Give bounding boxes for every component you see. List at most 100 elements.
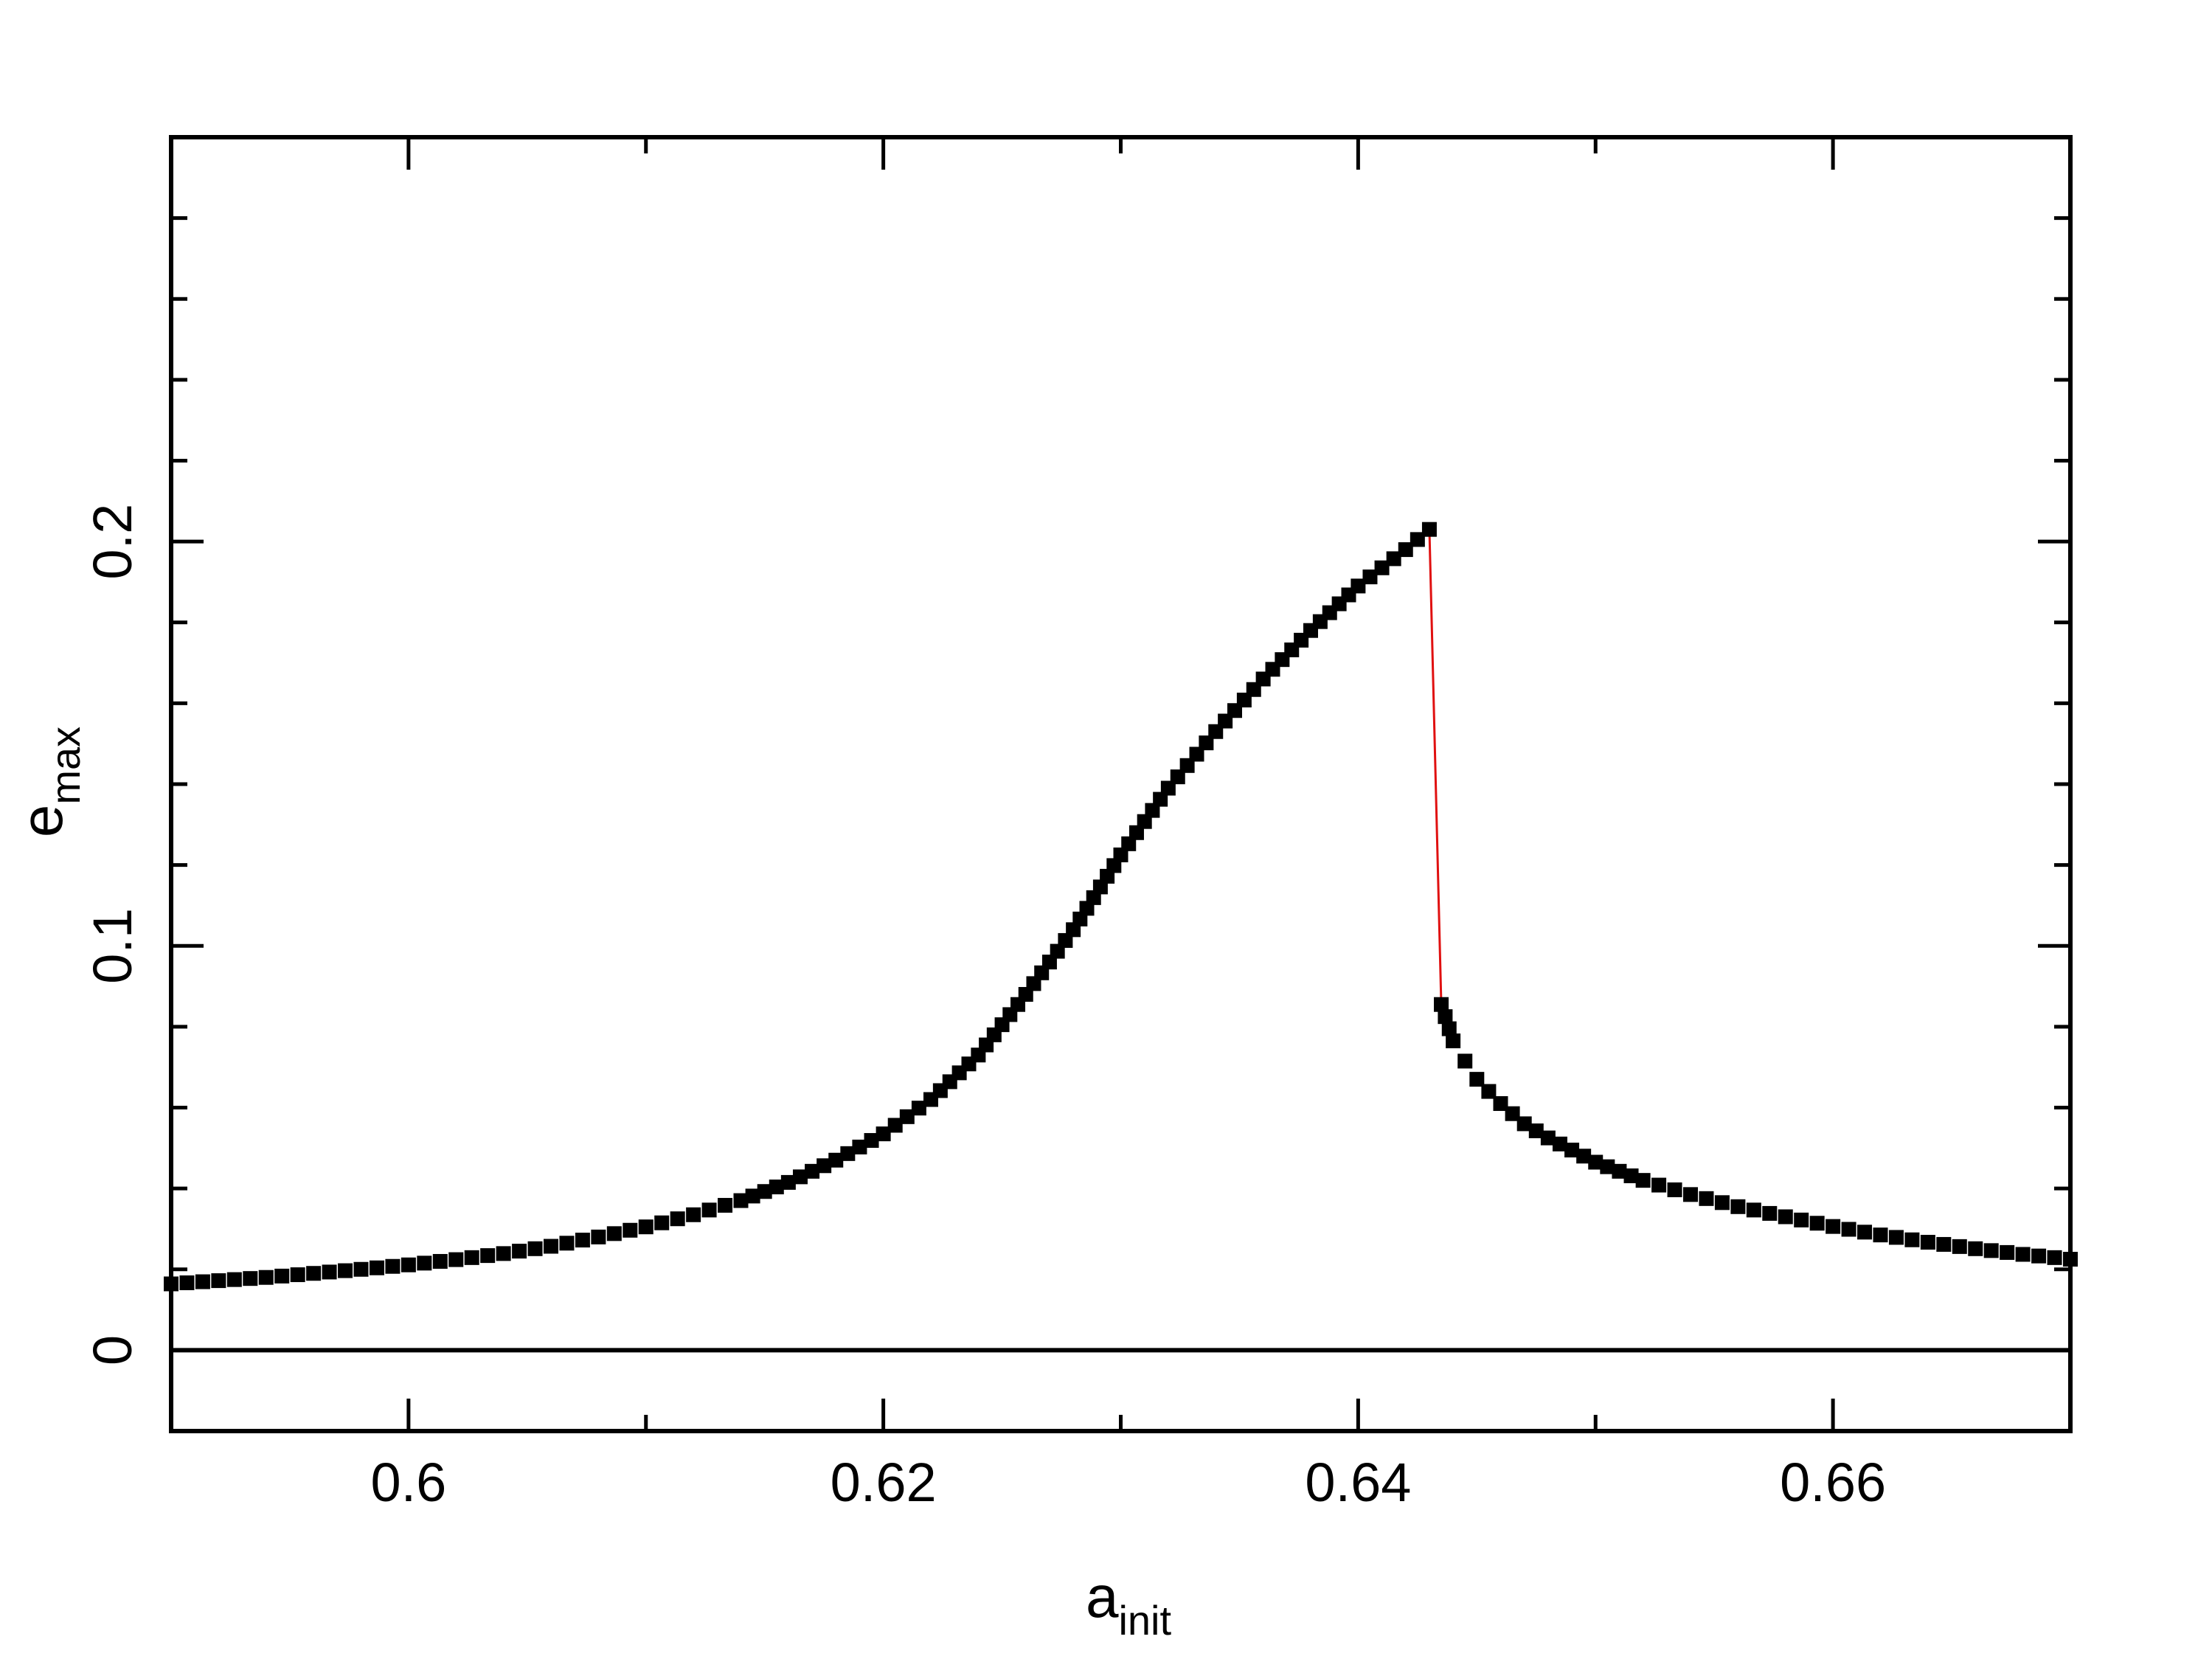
x-axis-label: ainit <box>1086 1564 1172 1644</box>
data-point <box>864 1133 879 1149</box>
plot-frame <box>169 135 2073 1433</box>
data-point <box>1421 522 1437 537</box>
data-point <box>1612 1163 1627 1179</box>
data-point <box>757 1184 772 1199</box>
data-point <box>2000 1244 2015 1260</box>
data-point <box>322 1264 337 1280</box>
data-point <box>623 1222 638 1238</box>
data-point <box>338 1263 353 1278</box>
x-tick-label: 0.64 <box>1305 1452 1411 1513</box>
data-point <box>1113 847 1128 862</box>
data-point <box>164 1276 178 1292</box>
data-point <box>1469 1072 1485 1087</box>
data-point <box>887 1118 903 1133</box>
data-markers <box>164 522 2078 1292</box>
data-point <box>745 1188 760 1204</box>
data-point <box>369 1260 384 1275</box>
data-point <box>1528 1123 1544 1139</box>
data-point <box>1128 825 1144 840</box>
data-point <box>852 1139 867 1154</box>
y-tick-label: 0.2 <box>82 504 143 580</box>
data-point <box>876 1126 891 1142</box>
data-point <box>1438 1009 1453 1025</box>
data-point <box>1635 1173 1651 1188</box>
data-point <box>1434 997 1449 1012</box>
data-point <box>1683 1187 1698 1202</box>
x-tick-label: 0.62 <box>831 1452 937 1513</box>
data-point <box>769 1180 784 1195</box>
x-axis-label-main: a <box>1086 1564 1119 1629</box>
data-point <box>911 1101 926 1116</box>
data-point <box>1481 1084 1497 1099</box>
data-point <box>1623 1168 1639 1183</box>
jump-line <box>1428 529 1455 1042</box>
data-point <box>1199 735 1214 751</box>
tick-labels: 0.6 0.62 0.64 0.66 0 0.1 0.2 <box>82 504 1886 1513</box>
data-point <box>1179 758 1195 773</box>
data-point <box>243 1271 258 1286</box>
data-point <box>1778 1209 1793 1225</box>
data-point <box>840 1146 856 1161</box>
y-axis-label-main: e <box>9 805 74 838</box>
data-point <box>2047 1250 2062 1265</box>
data-point <box>1699 1191 1714 1206</box>
data-point <box>464 1250 479 1265</box>
data-point <box>1362 569 1378 585</box>
data-point <box>544 1239 558 1254</box>
data-point <box>828 1152 844 1168</box>
data-point <box>385 1258 401 1274</box>
data-point <box>733 1193 749 1208</box>
data-point <box>1153 792 1168 807</box>
data-point <box>179 1275 195 1291</box>
data-point <box>1714 1195 1730 1211</box>
data-point <box>1505 1106 1520 1121</box>
y-axis-label-subscript: max <box>42 727 89 805</box>
data-point <box>701 1202 717 1218</box>
data-point <box>512 1244 527 1259</box>
data-point <box>1667 1182 1682 1197</box>
data-point <box>290 1267 305 1283</box>
data-point <box>274 1268 290 1284</box>
data-point <box>226 1272 242 1287</box>
data-point <box>527 1241 543 1256</box>
data-point <box>1410 532 1425 547</box>
data-point <box>686 1207 701 1222</box>
data-point <box>1588 1154 1603 1170</box>
y-tick-label: 0.1 <box>82 908 143 984</box>
data-point <box>1920 1235 1935 1250</box>
data-point <box>1841 1222 1856 1237</box>
data-point <box>1762 1205 1778 1221</box>
axis-ticks <box>171 137 2070 1431</box>
data-point <box>1398 542 1413 558</box>
data-point <box>1170 769 1185 785</box>
data-point <box>1137 814 1152 829</box>
data-point <box>1540 1130 1556 1146</box>
data-point <box>2031 1248 2047 1264</box>
data-point <box>195 1274 210 1289</box>
data-point <box>496 1246 511 1261</box>
data-point <box>575 1233 590 1248</box>
data-point <box>638 1219 653 1235</box>
data-point <box>1651 1177 1667 1193</box>
data-point <box>1746 1202 1761 1218</box>
data-point <box>1493 1096 1508 1112</box>
data-point <box>480 1248 496 1264</box>
data-point <box>1446 1033 1461 1049</box>
data-point <box>1904 1232 1920 1247</box>
data-point <box>1936 1236 1952 1252</box>
data-point <box>899 1109 915 1124</box>
data-point <box>432 1253 448 1269</box>
data-point <box>1386 551 1401 567</box>
data-point <box>306 1266 322 1281</box>
data-point <box>817 1158 832 1174</box>
data-point <box>1888 1230 1904 1245</box>
data-point <box>401 1257 416 1272</box>
data-point <box>1189 747 1204 762</box>
data-point <box>1730 1199 1746 1214</box>
data-point <box>1441 1021 1457 1036</box>
data-point <box>1857 1225 1873 1240</box>
y-axis-label: emax <box>9 727 89 837</box>
data-point <box>654 1215 670 1230</box>
data-point <box>1952 1239 1967 1254</box>
